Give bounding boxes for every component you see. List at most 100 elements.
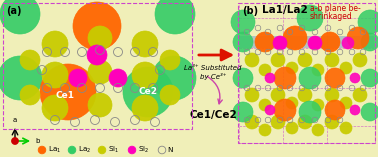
- Circle shape: [312, 124, 324, 136]
- Circle shape: [325, 100, 345, 120]
- Circle shape: [259, 124, 271, 136]
- Circle shape: [265, 105, 275, 115]
- Circle shape: [298, 115, 312, 129]
- Text: a: a: [13, 117, 17, 123]
- Text: Ce1: Ce1: [56, 90, 74, 100]
- Circle shape: [42, 62, 68, 88]
- Circle shape: [68, 146, 76, 154]
- Text: La³⁺ Substituted: La³⁺ Substituted: [184, 65, 242, 71]
- Text: shrinkaged: shrinkaged: [310, 12, 353, 21]
- Circle shape: [265, 73, 275, 83]
- Circle shape: [233, 32, 253, 52]
- Circle shape: [297, 5, 323, 31]
- Circle shape: [271, 53, 285, 67]
- Circle shape: [308, 36, 322, 50]
- Text: N: N: [167, 147, 173, 153]
- Text: Ce1/Ce2: Ce1/Ce2: [189, 110, 237, 120]
- Circle shape: [350, 73, 360, 83]
- Circle shape: [87, 45, 107, 65]
- Text: a-b plane be-: a-b plane be-: [310, 4, 361, 13]
- Circle shape: [273, 36, 287, 50]
- Circle shape: [340, 122, 352, 134]
- Circle shape: [20, 85, 40, 105]
- Circle shape: [88, 60, 112, 84]
- Text: Si$_2$: Si$_2$: [138, 145, 149, 155]
- Circle shape: [259, 64, 271, 76]
- Circle shape: [42, 31, 68, 57]
- Circle shape: [325, 68, 345, 88]
- Circle shape: [325, 53, 339, 67]
- Circle shape: [340, 97, 352, 109]
- Circle shape: [286, 97, 298, 109]
- Circle shape: [353, 88, 367, 102]
- Bar: [238, 3, 375, 143]
- Circle shape: [128, 146, 136, 154]
- Text: Si$_1$: Si$_1$: [107, 145, 119, 155]
- Circle shape: [274, 99, 296, 121]
- Circle shape: [152, 56, 196, 100]
- Circle shape: [299, 101, 321, 123]
- Circle shape: [358, 10, 378, 34]
- Circle shape: [0, 0, 40, 34]
- Circle shape: [233, 102, 253, 122]
- Circle shape: [298, 53, 312, 67]
- Circle shape: [160, 85, 180, 105]
- Circle shape: [231, 10, 255, 34]
- Circle shape: [245, 88, 259, 102]
- Circle shape: [38, 146, 46, 154]
- Circle shape: [312, 64, 324, 76]
- Circle shape: [109, 69, 127, 87]
- Circle shape: [255, 32, 275, 52]
- Circle shape: [320, 32, 340, 52]
- Circle shape: [286, 62, 298, 74]
- Circle shape: [325, 88, 339, 102]
- Text: La1/La2: La1/La2: [262, 5, 308, 15]
- Circle shape: [286, 122, 298, 134]
- Bar: [239, 36, 374, 48]
- Circle shape: [271, 88, 285, 102]
- Circle shape: [123, 67, 173, 117]
- Circle shape: [361, 33, 378, 51]
- Circle shape: [132, 31, 158, 57]
- Circle shape: [312, 99, 324, 111]
- Circle shape: [259, 99, 271, 111]
- Circle shape: [132, 62, 158, 88]
- Circle shape: [350, 105, 360, 115]
- Circle shape: [298, 88, 312, 102]
- Text: by Ce³⁺: by Ce³⁺: [200, 73, 226, 80]
- Circle shape: [353, 53, 367, 67]
- Circle shape: [361, 69, 378, 87]
- Circle shape: [88, 93, 112, 117]
- Circle shape: [40, 64, 96, 120]
- Circle shape: [42, 95, 68, 121]
- Circle shape: [325, 115, 339, 129]
- Text: La$_2$: La$_2$: [77, 145, 91, 155]
- Circle shape: [361, 103, 378, 121]
- Circle shape: [245, 53, 259, 67]
- Circle shape: [347, 27, 369, 49]
- Circle shape: [274, 67, 296, 89]
- Circle shape: [245, 115, 259, 129]
- Circle shape: [283, 26, 307, 50]
- Circle shape: [155, 0, 195, 34]
- Circle shape: [340, 62, 352, 74]
- Circle shape: [132, 95, 158, 121]
- Circle shape: [88, 26, 112, 50]
- Circle shape: [342, 37, 354, 49]
- Circle shape: [160, 50, 180, 70]
- Text: Ce2: Ce2: [138, 87, 158, 97]
- Circle shape: [73, 2, 121, 50]
- Text: (b): (b): [242, 6, 258, 16]
- Circle shape: [233, 68, 253, 88]
- Text: (a): (a): [6, 6, 22, 16]
- Text: La$_1$: La$_1$: [48, 145, 61, 155]
- Text: b: b: [35, 138, 39, 144]
- FancyArrowPatch shape: [208, 76, 222, 104]
- Circle shape: [69, 69, 87, 87]
- Circle shape: [20, 50, 40, 70]
- Circle shape: [98, 146, 106, 154]
- Bar: [3, 3, 192, 129]
- Circle shape: [299, 67, 321, 89]
- Circle shape: [271, 115, 285, 129]
- Circle shape: [0, 56, 42, 100]
